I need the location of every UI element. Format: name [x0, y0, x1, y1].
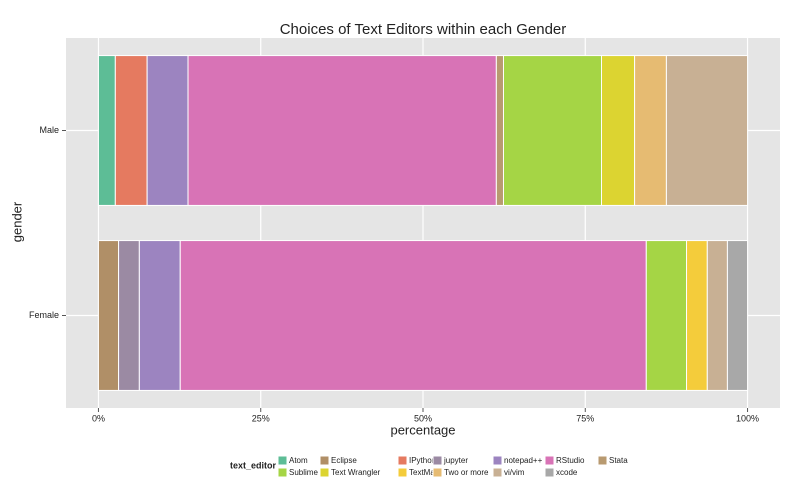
legend-label: Sublime	[289, 468, 318, 477]
bar-segment	[495, 55, 504, 206]
legend-swatch	[432, 467, 443, 478]
legend-swatch	[319, 455, 330, 466]
x-axis-label: percentage	[390, 422, 455, 437]
legend-swatch	[544, 455, 555, 466]
y-tick-label: Male	[39, 125, 59, 135]
bar-segment	[645, 240, 688, 391]
legend-swatch	[277, 455, 288, 466]
legend-label: TextMate	[409, 468, 442, 477]
y-tick-label: Female	[29, 310, 59, 320]
legend-label: Atom	[289, 456, 308, 465]
y-axis-label: gender	[9, 201, 24, 242]
x-tick-label: 50%	[414, 413, 432, 423]
legend-swatch	[277, 467, 288, 478]
legend-label: Text Wrangler	[331, 468, 381, 477]
chart-title: Choices of Text Editors within each Gend…	[280, 21, 567, 38]
legend-label: RStudio	[556, 456, 585, 465]
legend-label: Eclipse	[331, 456, 357, 465]
legend-label: notepad++	[504, 456, 543, 465]
legend-swatch	[492, 467, 503, 478]
legend-swatch	[397, 455, 408, 466]
bar-segment	[179, 240, 647, 391]
legend-label: IPython	[409, 456, 436, 465]
bar-segment	[706, 240, 728, 391]
x-tick-label: 0%	[92, 413, 105, 423]
bar-segment	[138, 240, 181, 391]
x-tick-label: 100%	[736, 413, 759, 423]
legend-swatch	[544, 467, 555, 478]
bar-segment	[97, 240, 120, 391]
bar-segment	[686, 240, 708, 391]
legend-swatch	[432, 455, 443, 466]
legend-label: Stata	[609, 456, 628, 465]
legend-swatch	[597, 455, 608, 466]
legend-swatch	[319, 467, 330, 478]
legend-label: xcode	[556, 468, 578, 477]
x-tick-label: 75%	[576, 413, 594, 423]
bar-segment	[114, 55, 148, 206]
bar-segment	[118, 240, 140, 391]
bar-segment	[634, 55, 667, 206]
legend-label: vi/vim	[504, 468, 525, 477]
bar-segment	[187, 55, 497, 206]
legend-swatch	[492, 455, 503, 466]
bar-segment	[601, 55, 636, 206]
bar-segment	[726, 240, 749, 391]
legend-title: text_editor	[230, 460, 277, 470]
bar-segment	[97, 55, 116, 206]
legend-label: Two or more	[444, 468, 489, 477]
x-tick-label: 25%	[252, 413, 270, 423]
legend-label: jupyter	[443, 456, 468, 465]
bar-segment	[146, 55, 189, 206]
legend-swatch	[397, 467, 408, 478]
bar-segment	[502, 55, 602, 206]
bar-segment	[665, 55, 749, 206]
